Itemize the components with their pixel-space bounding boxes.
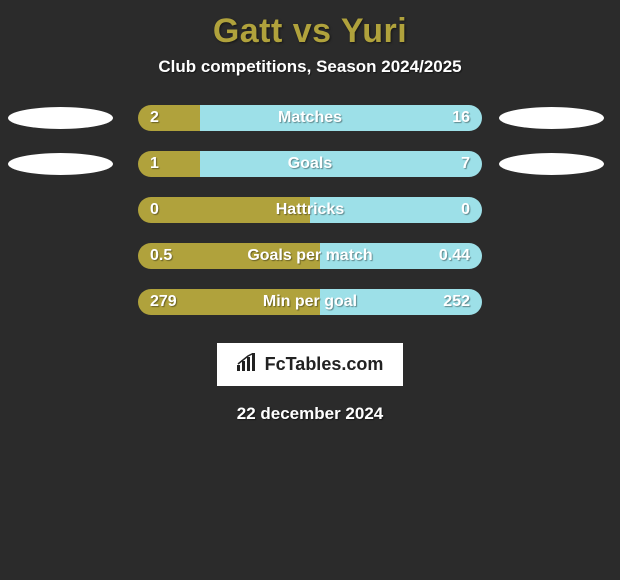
page-title: Gatt vs Yuri <box>0 8 620 57</box>
stat-right-value: 252 <box>443 289 470 315</box>
comparison-rows: 2Matches16 1Goals7 0Hattricks0 0.5Goals per… <box>0 105 620 315</box>
stat-bar: 2Matches16 <box>138 105 482 131</box>
stat-right-value: 0.44 <box>439 243 470 269</box>
stat-label: Goals <box>138 151 482 177</box>
player-right-ellipse <box>499 153 604 175</box>
comparison-row: 279Min per goal252 <box>0 289 620 315</box>
chart-icon <box>237 353 259 376</box>
comparison-row: 2Matches16 <box>0 105 620 131</box>
brand-box: FcTables.com <box>217 343 404 386</box>
stat-label: Matches <box>138 105 482 131</box>
stat-right-value: 7 <box>461 151 470 177</box>
comparison-widget: Gatt vs Yuri Club competitions, Season 2… <box>0 0 620 424</box>
stat-bar: 279Min per goal252 <box>138 289 482 315</box>
brand-text: FcTables.com <box>265 354 384 375</box>
stat-bar: 0.5Goals per match0.44 <box>138 243 482 269</box>
stat-label: Hattricks <box>138 197 482 223</box>
player-right-ellipse <box>499 107 604 129</box>
comparison-row: 0Hattricks0 <box>0 197 620 223</box>
stat-bar: 1Goals7 <box>138 151 482 177</box>
subtitle: Club competitions, Season 2024/2025 <box>0 57 620 77</box>
stat-label: Min per goal <box>138 289 482 315</box>
generated-date: 22 december 2024 <box>0 404 620 424</box>
stat-right-value: 0 <box>461 197 470 223</box>
comparison-row: 0.5Goals per match0.44 <box>0 243 620 269</box>
comparison-row: 1Goals7 <box>0 151 620 177</box>
player-left-ellipse <box>8 153 113 175</box>
stat-right-value: 16 <box>452 105 470 131</box>
stat-label: Goals per match <box>138 243 482 269</box>
player-left-ellipse <box>8 107 113 129</box>
stat-bar: 0Hattricks0 <box>138 197 482 223</box>
